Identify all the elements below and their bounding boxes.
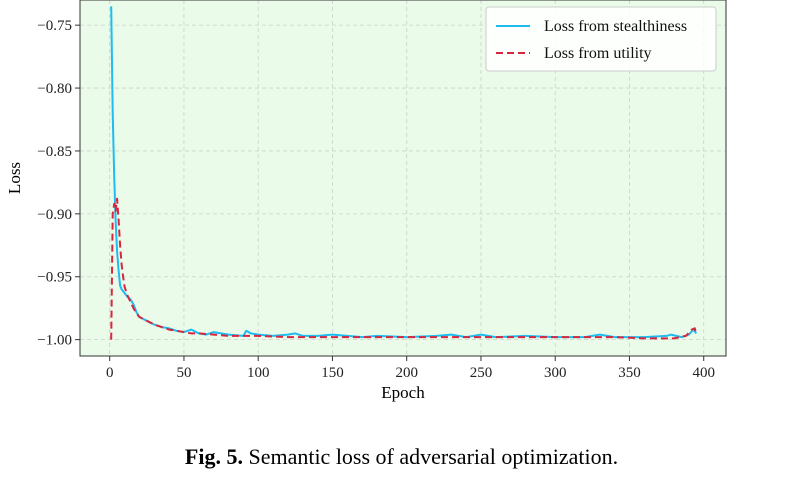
x-tick-label: 150: [321, 365, 344, 381]
y-axis-label: Loss: [5, 162, 24, 194]
loss-chart-svg: 0 50 100 150 200 250 300 350 400 −1.00 −0.95 −0.90 −…: [5, 0, 727, 402]
y-tick-label: −0.95: [37, 270, 72, 286]
axis-ticks: 0 50 100 150 200 250 300 350 400 −1.00 −0.95 −0.90 −…: [37, 18, 715, 381]
figure-caption: Fig. 5. Semantic loss of adversarial opt…: [0, 444, 803, 470]
x-tick-label: 350: [618, 365, 641, 381]
series-group: [110, 6, 698, 340]
caption-text: Semantic loss of adversarial optimizatio…: [248, 444, 619, 469]
plot-frame: [79, 0, 727, 357]
legend-box: [485, 6, 717, 72]
x-tick-label: 200: [395, 365, 418, 381]
x-axis-label: Epoch: [381, 383, 425, 402]
y-tick-label: −0.85: [37, 144, 72, 160]
x-tick-label: 100: [247, 365, 270, 381]
x-tick-label: 0: [106, 365, 114, 381]
legend-entry-utility: Loss from utility: [544, 45, 652, 62]
y-tick-label: −0.80: [37, 81, 72, 97]
x-tick-label: 250: [470, 365, 493, 381]
y-tick-label: −0.75: [37, 18, 72, 34]
y-tick-label: −1.00: [37, 333, 72, 349]
x-tick-label: 50: [176, 365, 191, 381]
series-line-utility: [110, 197, 698, 340]
x-tick-label: 400: [692, 365, 715, 381]
caption-label: Fig. 5.: [184, 444, 243, 469]
x-tick-label: 300: [544, 365, 567, 381]
legend: Loss from stealthiness Loss from utility: [485, 6, 717, 72]
loss-chart: 0 50 100 150 200 250 300 350 400 −1.00 −0.95 −0.90 −…: [5, 0, 727, 402]
y-tick-label: −0.90: [37, 207, 72, 223]
legend-entry-stealthiness: Loss from stealthiness: [544, 18, 687, 35]
